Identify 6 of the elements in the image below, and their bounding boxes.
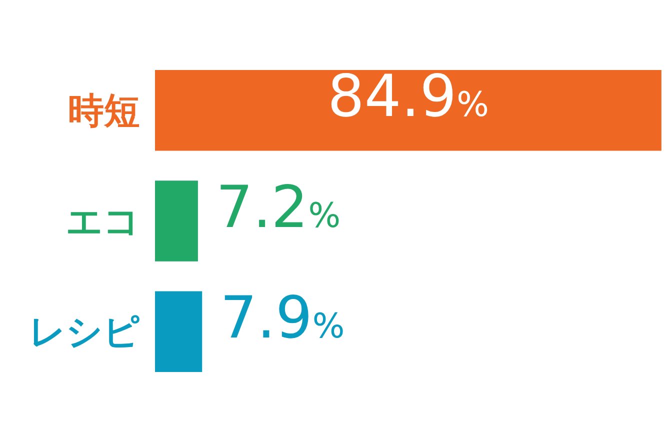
y-tick-label: レシピ [29, 312, 140, 354]
y-tick-label: エコ [66, 202, 140, 243]
data-label: 7.9% [220, 283, 345, 352]
y-tick-label: 時短 [68, 90, 140, 132]
data-label: 84.9% [327, 62, 489, 130]
data-label: 7.2% [216, 172, 341, 241]
